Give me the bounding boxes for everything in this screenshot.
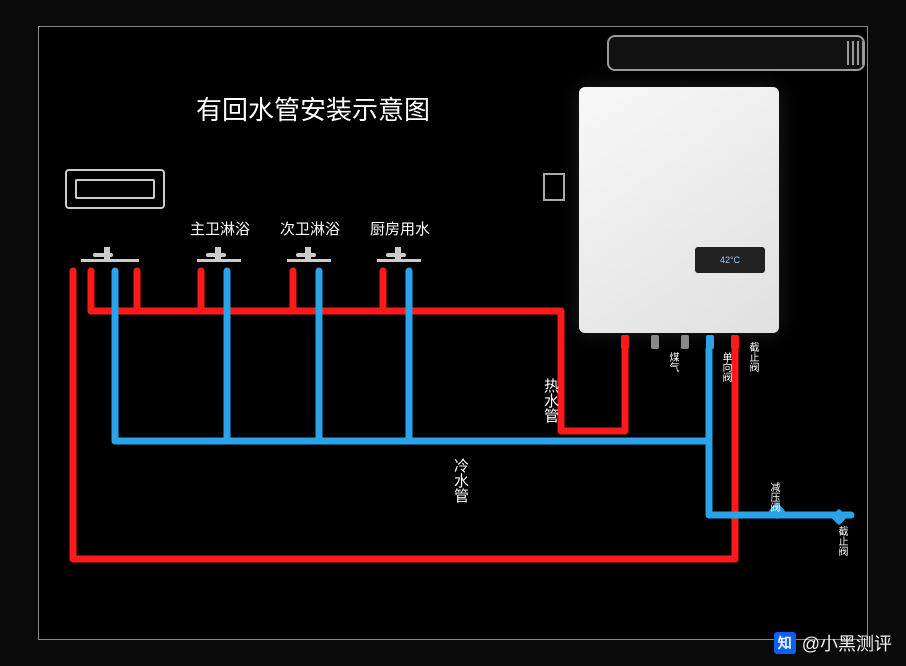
label-second-shower: 次卫淋浴 [280, 218, 340, 239]
label-stop-right: 截止阀 [745, 342, 760, 372]
exhaust-duct [607, 35, 865, 71]
zhihu-logo-icon: 知 [774, 632, 796, 654]
heater-connector-4 [731, 335, 739, 349]
label-relief: 减压阀 [766, 482, 781, 512]
heater-connector-2 [681, 335, 689, 349]
heater-connector-0 [621, 335, 629, 349]
label-stop-bottom: 截止阀 [834, 526, 849, 556]
diagram-title: 有回水管安装示意图 [196, 90, 430, 127]
watermark-text: @小黑测评 [802, 630, 892, 656]
bathtub-icon [65, 169, 165, 209]
water-heater: 42°C [579, 87, 779, 333]
heater-connector-3 [706, 335, 714, 349]
faucet-3 [377, 259, 421, 262]
heater-display: 42°C [695, 247, 765, 273]
heater-connector-1 [651, 335, 659, 349]
wall-outlet-icon [543, 173, 565, 201]
label-kitchen: 厨房用水 [370, 218, 430, 239]
label-gas-port: 煤气 [665, 352, 680, 372]
label-cold-pipe: 冷水管 [450, 458, 471, 503]
faucet-bathtub [81, 259, 139, 262]
watermark: 知 @小黑测评 [774, 630, 892, 656]
faucet-1 [197, 259, 241, 262]
faucet-2 [287, 259, 331, 262]
diagram-frame: 42°C [38, 26, 868, 640]
label-master-shower: 主卫淋浴 [190, 218, 250, 239]
label-return-port: 单向阀 [718, 352, 733, 382]
label-hot-pipe: 热水管 [540, 378, 561, 423]
